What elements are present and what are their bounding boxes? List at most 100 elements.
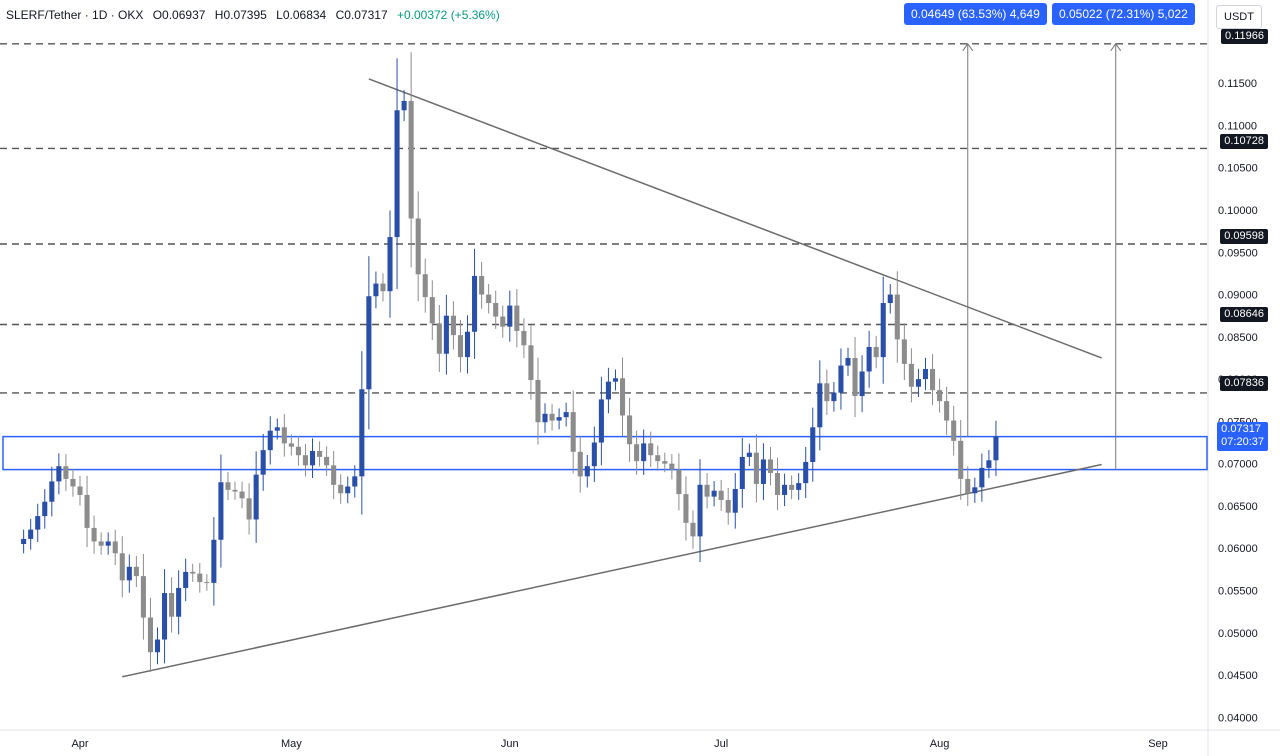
candle — [317, 441, 323, 467]
candle — [464, 315, 471, 374]
candle-body — [486, 294, 492, 304]
candle — [359, 351, 365, 515]
candle-body — [915, 379, 921, 387]
candle-body — [190, 571, 196, 574]
candle-body — [782, 484, 788, 495]
candle-body — [937, 390, 943, 402]
projection-arrows — [962, 42, 1122, 470]
candle — [126, 554, 132, 593]
close-value: C0.07317 — [335, 8, 388, 22]
candle — [542, 403, 548, 433]
candle-body — [331, 465, 337, 485]
candle-body — [711, 490, 717, 497]
candle — [486, 283, 492, 314]
candle-body — [838, 365, 844, 393]
candle — [345, 476, 351, 504]
candle — [535, 357, 541, 445]
measure-badge-1[interactable]: 0.04649 (63.53%) 4,649 — [904, 3, 1047, 25]
candle — [162, 569, 168, 664]
candle — [993, 420, 999, 477]
candle-body — [965, 478, 971, 494]
candle-body — [528, 345, 534, 380]
candle — [929, 353, 936, 406]
candle — [274, 418, 280, 440]
candle — [380, 273, 386, 302]
candle-body — [817, 383, 823, 428]
price-tick-label: 0.09000 — [1218, 290, 1258, 302]
candle — [387, 210, 393, 318]
candle — [873, 335, 879, 369]
candle-body — [288, 443, 294, 447]
candle — [845, 347, 851, 376]
candle-body — [929, 368, 936, 391]
candle-body — [563, 412, 569, 418]
currency-unit-button[interactable]: USDT — [1216, 5, 1262, 29]
candle-body — [549, 413, 555, 421]
price-tick-label: 0.09500 — [1218, 247, 1258, 259]
candle — [479, 261, 485, 309]
candle-body — [394, 110, 400, 238]
candle-body — [126, 566, 132, 581]
symbol-name[interactable]: SLERF/Tether · 1D · OKX — [6, 8, 144, 22]
candle-body — [436, 323, 442, 354]
candle — [422, 258, 428, 313]
horizontal-levels — [0, 43, 1208, 394]
candle — [324, 446, 330, 476]
candle-body — [28, 529, 34, 539]
candle — [789, 475, 795, 500]
candle — [218, 454, 224, 568]
candle-body — [317, 450, 323, 457]
candle — [352, 465, 358, 498]
candle-body — [56, 466, 62, 482]
candle-body — [676, 469, 682, 495]
candle — [183, 558, 189, 602]
candle-body — [887, 294, 893, 304]
candle — [507, 290, 513, 342]
candle — [655, 445, 661, 471]
candle-body — [387, 237, 393, 292]
candle — [972, 477, 978, 503]
candle — [56, 453, 62, 495]
candle — [549, 403, 555, 431]
price-tick-label: 0.07000 — [1218, 459, 1258, 471]
candle-body — [824, 383, 830, 402]
candle-body — [197, 573, 203, 583]
candle — [288, 434, 294, 456]
level-tag-3: 0.09598 — [1220, 229, 1268, 244]
candle-body — [598, 399, 604, 443]
candle — [767, 447, 774, 486]
candle — [408, 52, 414, 268]
candle — [866, 330, 872, 388]
candle-body — [612, 378, 619, 382]
candle-body — [472, 275, 478, 332]
candle-body — [958, 440, 964, 479]
candle — [105, 532, 111, 555]
candle — [619, 357, 626, 437]
level-tag-2: 0.10728 — [1220, 134, 1268, 149]
candle-body — [429, 297, 435, 324]
candle — [556, 408, 562, 430]
candle-body — [246, 498, 252, 520]
candle-body — [274, 427, 280, 431]
candle — [493, 290, 499, 329]
candle-body — [767, 459, 774, 473]
price-tick-label: 0.05500 — [1218, 585, 1258, 597]
candle — [169, 577, 175, 633]
candle — [401, 90, 407, 122]
candle-body — [493, 303, 499, 317]
candle — [690, 510, 696, 549]
candle — [760, 443, 766, 501]
candle — [648, 431, 654, 467]
candle-body — [951, 420, 957, 441]
candle — [295, 436, 301, 466]
candle — [443, 294, 449, 375]
candle-body — [63, 466, 69, 479]
candle-body — [260, 450, 266, 475]
candle — [697, 459, 703, 563]
support-zone-box — [2, 435, 1208, 471]
candle — [246, 483, 252, 535]
candle-body — [98, 541, 104, 546]
candle — [281, 414, 287, 457]
measure-badge-2[interactable]: 0.05022 (72.31%) 5,022 — [1052, 3, 1195, 25]
